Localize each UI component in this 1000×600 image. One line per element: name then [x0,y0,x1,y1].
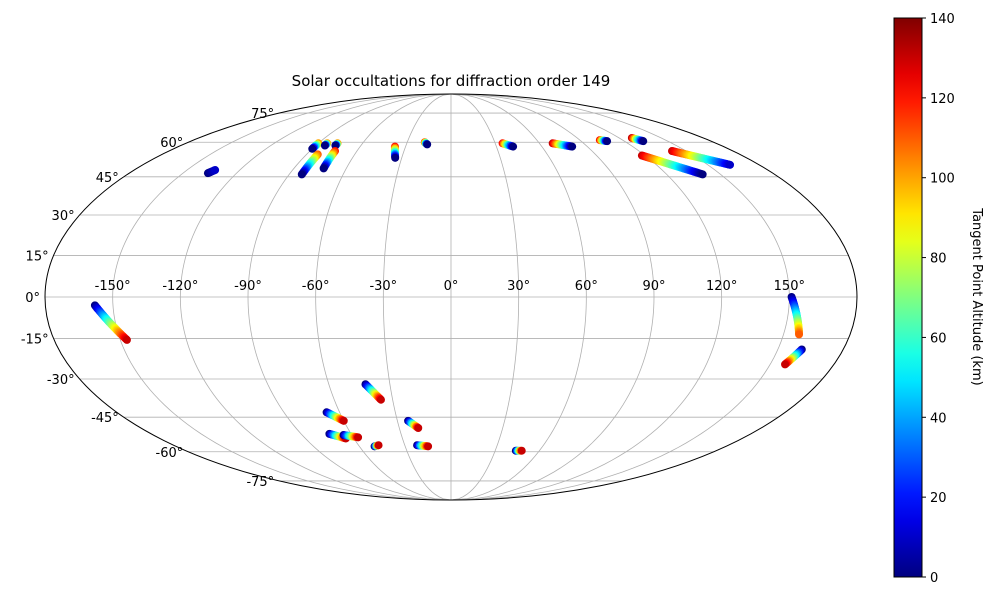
colorbar-tick-label: 20 [930,491,947,506]
occultation-track-24 [413,441,433,451]
occultation-track-1 [203,166,220,178]
colorbar-tick-label: 140 [930,12,955,27]
occultation-track-19 [322,408,348,425]
occultation-track-11 [595,136,612,146]
data-point [509,142,518,151]
occultation-track-22 [339,431,363,442]
data-point [297,170,306,179]
colorbar-tick-label: 80 [930,252,947,267]
occultation-track-23 [370,441,383,451]
latitude-tick-label: -15° [21,333,49,348]
data-point [517,446,526,455]
colorbar-tick-label: 100 [930,172,955,187]
colorbar-tick-label: 40 [930,411,947,426]
longitude-tick-label: -120° [162,279,198,294]
occultation-track-3 [320,139,332,150]
latitude-tick-label: -60° [156,446,184,461]
colorbar-gradient [893,17,923,578]
data-point [795,330,804,339]
colorbar-tick-label: 0 [930,571,938,586]
occultation-track-2 [308,139,323,153]
latitude-tick-label: -45° [91,411,119,426]
latitude-tick-label: 15° [26,249,49,264]
longitude-tick-label: 30° [507,279,530,294]
occultation-track-14 [668,147,735,169]
occultation-track-7 [390,142,400,162]
data-point [320,141,329,150]
occultation-track-25 [511,446,526,455]
data-point [639,137,648,146]
data-point [603,137,612,146]
data-point [319,164,328,173]
data-point [414,424,423,432]
occultation-track-17 [781,345,806,369]
latitude-tick-label: -30° [47,373,75,388]
data-point [391,153,400,162]
longitude-tick-label: -30° [369,279,397,294]
colorbar-tick-label: 60 [930,331,947,346]
occultation-track-9 [498,139,518,151]
longitude-tick-label: 120° [706,279,737,294]
longitude-tick-label: 150° [774,279,805,294]
mollweide-map: -150° -120° -90° -60° -30° 0° 30° 60° 90° 120° 150… [21,93,858,501]
longitude-tick-label: -150° [95,279,131,294]
data-point [354,433,363,442]
occultation-track-4 [297,150,322,179]
data-point [423,140,432,149]
data-point [308,144,317,153]
longitude-tick-label: -90° [234,279,262,294]
latitude-tick-label: -75° [246,475,274,490]
longitude-tick-label: 0° [444,279,459,294]
latitude-tick-label: 60° [160,136,183,151]
data-points [90,133,806,455]
data-point [122,335,131,344]
latitude-tick-label: 45° [96,171,119,186]
data-point [424,442,433,451]
occultation-track-20 [404,416,423,432]
occultation-track-12 [627,133,648,146]
data-point [726,160,735,169]
occultation-track-6 [319,147,340,173]
occultation-track-8 [420,138,432,149]
data-point [376,395,385,404]
occultation-track-16 [787,293,804,339]
map-outline [44,93,858,501]
data-point [781,360,790,369]
data-point [568,142,577,151]
occultation-track-5 [331,139,342,150]
occultation-track-15 [90,301,131,344]
longitude-tick-label: 90° [642,279,665,294]
colorbar-tick-label: 120 [930,92,955,107]
latitude-tick-label: 0° [25,291,40,306]
latitude-tick-label: 30° [52,209,75,224]
longitude-tick-label: -60° [302,279,330,294]
chart-title: Solar occultations for diffraction order… [292,72,611,90]
colorbar: 0 20 40 60 80 100 120 140 Tangent Point Altitude… [893,12,984,586]
colorbar-label: Tangent Point Altitude (km) [969,207,984,385]
occultation-track-13 [637,151,707,179]
longitude-tick-label: 60° [575,279,598,294]
data-point [698,170,707,179]
occultation-track-10 [548,139,577,151]
latitude-tick-label: 75° [251,107,274,122]
data-point [211,166,220,175]
occultation-track-18 [361,380,385,404]
data-point [374,441,383,450]
graticule [45,93,857,501]
data-point [339,416,348,425]
